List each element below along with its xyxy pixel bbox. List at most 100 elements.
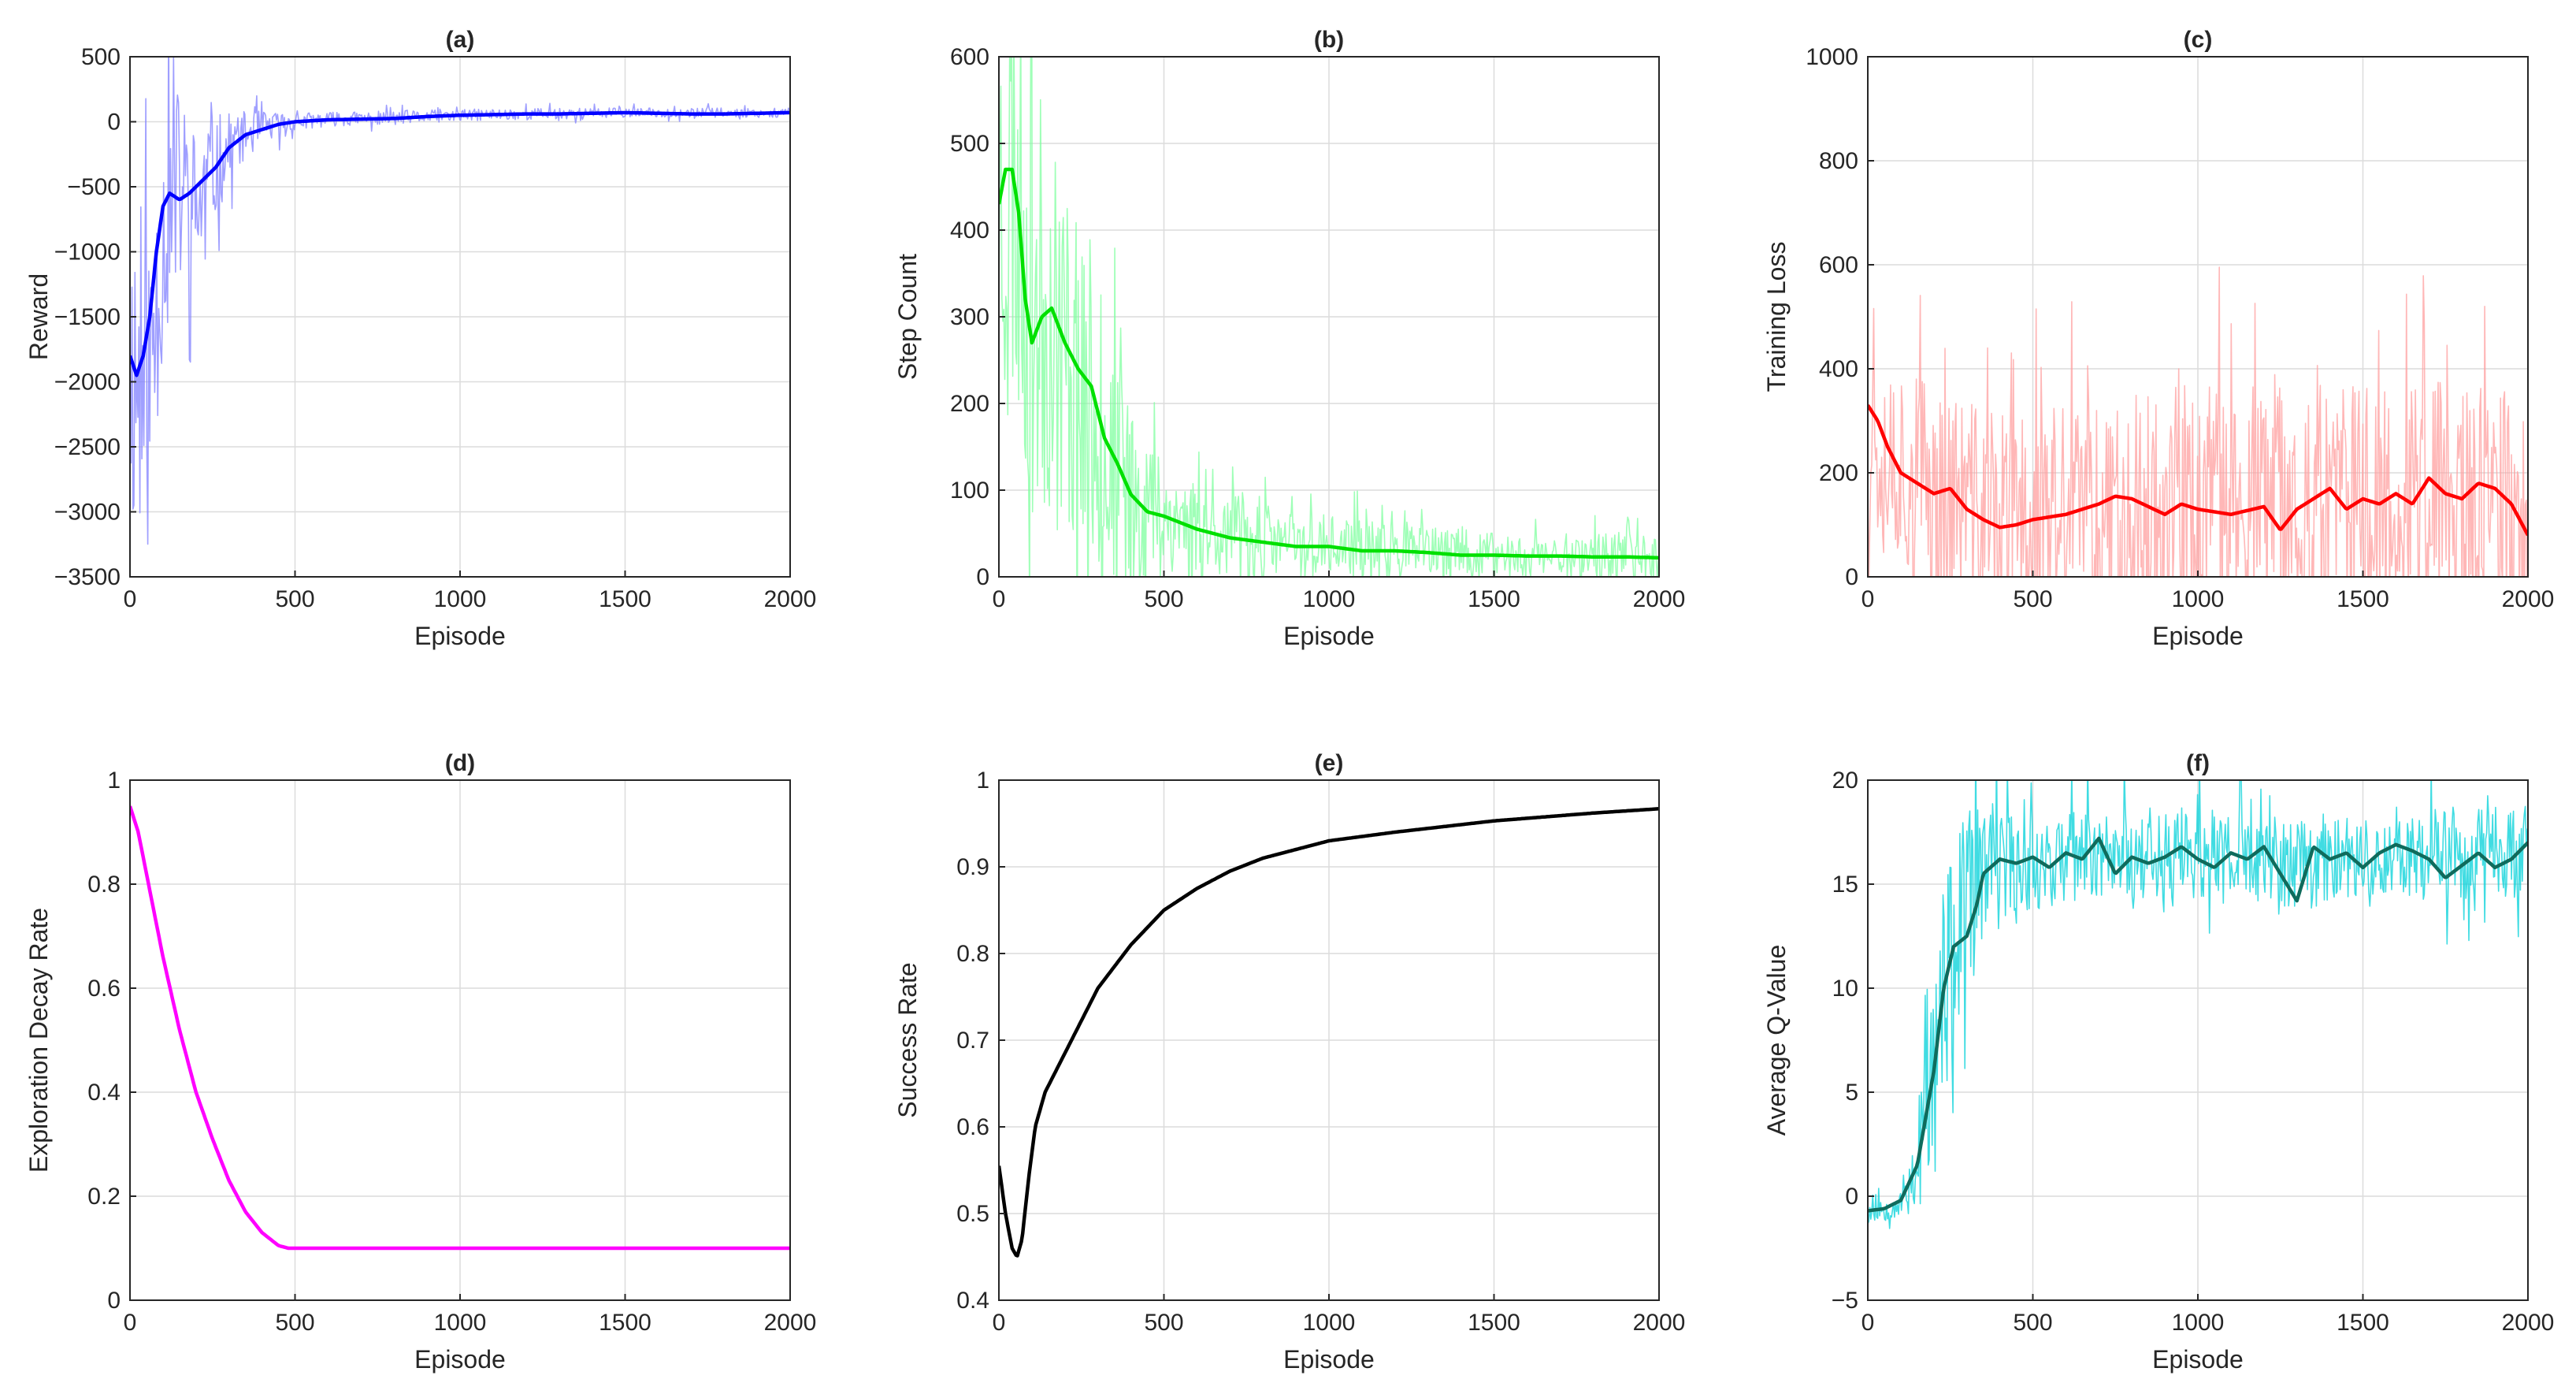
- y-tick-label: 200: [1819, 460, 1858, 486]
- y-tick-label: 0.6: [956, 1114, 989, 1140]
- series-line-line-e: [999, 807, 1659, 1258]
- y-tick-label: 0: [107, 110, 121, 136]
- y-tick-label: 800: [1819, 148, 1858, 174]
- y-tick-label: 400: [1819, 356, 1858, 382]
- y-tick-label: 500: [950, 131, 989, 157]
- x-axis-label: Episode: [1283, 622, 1375, 650]
- y-tick-label: 0.9: [956, 854, 989, 880]
- y-tick-label: −1000: [54, 240, 121, 266]
- x-tick-label: 2000: [2502, 586, 2555, 612]
- x-tick-label: 2000: [764, 1310, 817, 1336]
- y-tick-label: 600: [950, 44, 989, 70]
- x-tick-label: 1500: [2337, 586, 2389, 612]
- y-tick-label: 10: [1832, 976, 1858, 1002]
- y-axis-label: Reward: [24, 273, 53, 360]
- series-group: [999, 57, 1659, 577]
- x-tick-label: 500: [2013, 586, 2052, 612]
- y-tick-label: 0.8: [87, 872, 121, 898]
- series-line-raw-a: [130, 57, 790, 545]
- y-tick-label: 0.6: [87, 976, 121, 1002]
- x-tick-label: 500: [275, 586, 314, 612]
- series-group: [1868, 266, 2528, 577]
- x-axis-label: Episode: [2152, 622, 2244, 650]
- x-tick-label: 500: [2013, 1310, 2052, 1336]
- chart-title: (d): [445, 750, 475, 776]
- x-tick-label: 0: [124, 1310, 137, 1336]
- y-tick-label: 300: [950, 304, 989, 330]
- x-tick-label: 0: [993, 1310, 1006, 1336]
- x-tick-label: 1000: [1303, 1310, 1356, 1336]
- x-tick-label: 500: [1144, 586, 1183, 612]
- chart-title: (b): [1314, 27, 1344, 53]
- y-tick-label: 100: [950, 478, 989, 504]
- x-axis-label: Episode: [2152, 1345, 2244, 1374]
- x-tick-label: 1000: [434, 1310, 487, 1336]
- series-line-raw-f: [1868, 780, 2528, 1229]
- series-line-smooth-c: [1868, 403, 2528, 537]
- x-tick-label: 1000: [1303, 586, 1356, 612]
- x-tick-label: 1500: [2337, 1310, 2389, 1336]
- y-tick-label: 0: [1845, 564, 1858, 590]
- x-tick-label: 1500: [1468, 1310, 1520, 1336]
- y-axis-label: Average Q-Value: [1762, 945, 1791, 1136]
- x-tick-label: 2000: [1633, 1310, 1686, 1336]
- y-tick-label: 1: [976, 768, 989, 794]
- y-tick-label: −2000: [54, 370, 121, 396]
- y-tick-label: 20: [1832, 768, 1858, 794]
- y-tick-label: 0.7: [956, 1028, 989, 1054]
- x-tick-label: 2000: [1633, 586, 1686, 612]
- y-tick-label: 500: [81, 44, 121, 70]
- y-tick-label: 200: [950, 391, 989, 417]
- x-axis-label: Episode: [414, 1345, 506, 1374]
- y-axis-label: Training Loss: [1762, 242, 1791, 392]
- y-tick-label: 600: [1819, 252, 1858, 278]
- y-axis-label: Step Count: [893, 254, 922, 380]
- y-tick-label: 0.8: [956, 941, 989, 967]
- x-tick-label: 1000: [2172, 1310, 2225, 1336]
- chart-title: (c): [2184, 27, 2213, 53]
- series-line-smooth-a: [130, 110, 790, 377]
- y-tick-label: −2500: [54, 434, 121, 460]
- y-tick-label: −3000: [54, 500, 121, 526]
- x-tick-label: 500: [275, 1310, 314, 1336]
- chart-panel-b: 0 500 1000 1500 2000 0 100 200 300 400 500 600 (b) Ep…: [893, 27, 1686, 650]
- y-tick-label: −3500: [54, 564, 121, 590]
- series-group: [1868, 780, 2528, 1229]
- x-tick-label: 1500: [599, 586, 651, 612]
- y-axis-label: Exploration Decay Rate: [24, 908, 53, 1173]
- x-tick-label: 2000: [764, 586, 817, 612]
- x-axis-label: Episode: [1283, 1345, 1375, 1374]
- y-tick-label: 0: [107, 1288, 121, 1314]
- x-tick-label: 0: [1861, 1310, 1875, 1336]
- x-tick-label: 1500: [599, 1310, 651, 1336]
- y-tick-label: 0: [976, 564, 989, 590]
- y-tick-label: −1500: [54, 304, 121, 330]
- series-group: [130, 57, 790, 545]
- x-tick-label: 0: [124, 586, 137, 612]
- x-tick-label: 1000: [434, 586, 487, 612]
- x-axis-label: Episode: [414, 622, 506, 650]
- y-tick-label: −500: [67, 174, 121, 200]
- x-tick-label: 500: [1144, 1310, 1183, 1336]
- x-tick-label: 0: [993, 586, 1006, 612]
- chart-panel-f: 0 500 1000 1500 2000−505101520(f)EpisodeAver…: [1762, 750, 2555, 1374]
- chart-panel-e: 0 500 1000 1500 2000 0.4 0.5 0.6 0.7 0.8 0.9 1 (e) Ep…: [893, 750, 1685, 1374]
- chart-panel-d: 0 500 1000 1500 2000 0 0.2 0.4 0.6 0.8 1 (d) Episode…: [24, 750, 816, 1374]
- y-tick-label: 0: [1845, 1184, 1858, 1210]
- chart-title: (f): [2186, 750, 2210, 776]
- x-tick-label: 1000: [2172, 586, 2225, 612]
- y-tick-label: 0.4: [87, 1080, 121, 1106]
- x-tick-label: 1500: [1468, 586, 1520, 612]
- series-group: [130, 805, 790, 1251]
- series-line-smooth-f: [1868, 836, 2528, 1213]
- chart-title: (e): [1315, 750, 1344, 776]
- x-tick-label: 0: [1861, 586, 1875, 612]
- y-axis-label: Success Rate: [893, 962, 922, 1117]
- y-tick-label: 1000: [1806, 44, 1858, 70]
- y-tick-label: 1: [107, 768, 121, 794]
- x-tick-label: 2000: [2502, 1310, 2555, 1336]
- chart-title: (a): [446, 27, 475, 53]
- y-tick-label: 15: [1832, 872, 1858, 898]
- y-tick-label: 5: [1845, 1080, 1858, 1106]
